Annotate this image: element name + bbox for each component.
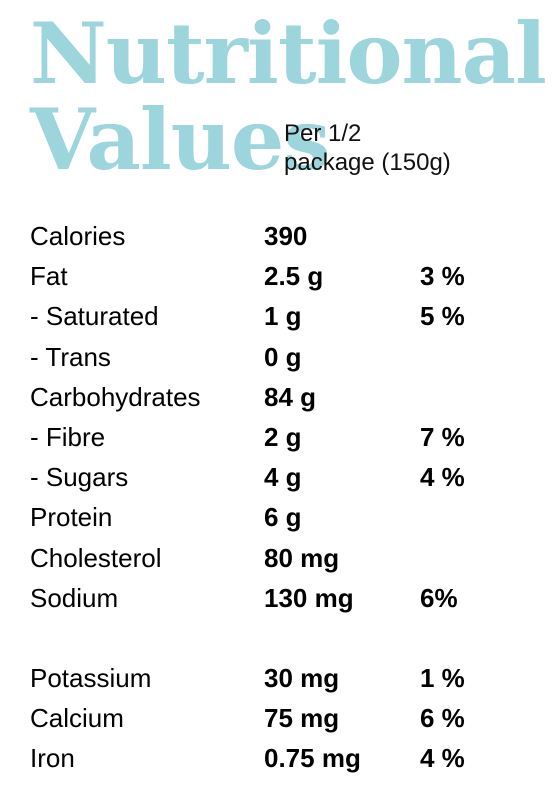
nutrient-name: Carbohydrates — [30, 381, 201, 412]
nutrient-name: Protein — [30, 502, 113, 533]
nutrient-row-iron: Iron 0.75 mg 4 % — [30, 738, 530, 778]
nutrient-amount: 0.75 mg — [264, 743, 361, 774]
nutrient-name: Cholesterol — [30, 542, 162, 573]
title-line-1: Nutritional — [30, 4, 547, 103]
nutrient-row-sodium: Sodium 130 mg 6% — [30, 578, 530, 618]
nutrient-percent: 3 % — [420, 261, 465, 292]
serving-line-1: Per 1/2 — [284, 120, 362, 147]
nutrient-percent: 5 % — [420, 301, 465, 332]
nutrient-amount: 75 mg — [264, 703, 340, 734]
nutrient-amount: 80 mg — [264, 542, 340, 573]
nutrient-amount: 0 g — [264, 341, 302, 372]
serving-size: Per 1/2 package (150g) — [284, 119, 451, 177]
title-line-2: Values — [30, 90, 331, 189]
nutrient-name: Fat — [30, 261, 68, 292]
nutrient-name: - Saturated — [30, 301, 159, 332]
nutrient-amount: 6 g — [264, 502, 302, 533]
nutrient-amount: 390 — [264, 221, 308, 251]
nutrient-row-calories: Calories 390 — [30, 216, 530, 256]
nutrient-name: Calories — [30, 221, 126, 251]
nutrient-name: - Fibre — [30, 421, 106, 452]
serving-line-2: package (150g) — [284, 149, 451, 176]
nutrient-name: Calcium — [30, 703, 124, 734]
nutrient-name: Iron — [30, 743, 75, 774]
nutrient-amount: 2 g — [264, 421, 302, 452]
nutrient-amount: 1 g — [264, 301, 302, 332]
nutrient-name: Potassium — [30, 662, 152, 693]
nutrient-row-fat: Fat 2.5 g 3 % — [30, 256, 530, 296]
nutrient-row-calcium: Calcium 75 mg 6 % — [30, 698, 530, 738]
nutrient-percent: 1 % — [420, 662, 465, 693]
nutrient-row-cholesterol: Cholesterol 80 mg — [30, 538, 530, 578]
nutrient-amount: 130 mg — [264, 582, 354, 613]
nutrient-name: Sodium — [30, 582, 119, 613]
nutrition-table: Calories 390 Fat 2.5 g 3 % - Saturated 1… — [30, 216, 530, 778]
nutrient-name: - Sugars — [30, 462, 129, 493]
nutrient-row-protein: Protein 6 g — [30, 497, 530, 537]
nutrient-row-potassium: Potassium 30 mg 1 % — [30, 658, 530, 698]
nutrient-amount: 4 g — [264, 462, 302, 493]
nutrient-row-saturated: - Saturated 1 g 5 % — [30, 296, 530, 336]
nutrient-row-trans: - Trans 0 g — [30, 337, 530, 377]
nutrient-row-fibre: - Fibre 2 g 7 % — [30, 417, 530, 457]
nutrient-percent: 4 % — [420, 462, 465, 493]
nutrient-name: - Trans — [30, 341, 111, 372]
nutrient-amount: 2.5 g — [264, 261, 324, 292]
nutrient-amount: 84 g — [264, 381, 317, 412]
nutrient-percent: 6 % — [420, 703, 465, 734]
nutrient-percent: 7 % — [420, 421, 465, 452]
nutrient-amount: 30 mg — [264, 662, 340, 693]
nutrient-row-sugars: - Sugars 4 g 4 % — [30, 457, 530, 497]
nutrient-row-carbohydrates: Carbohydrates 84 g — [30, 377, 530, 417]
nutrient-percent: 6% — [420, 582, 458, 613]
nutrient-percent: 4 % — [420, 743, 465, 774]
